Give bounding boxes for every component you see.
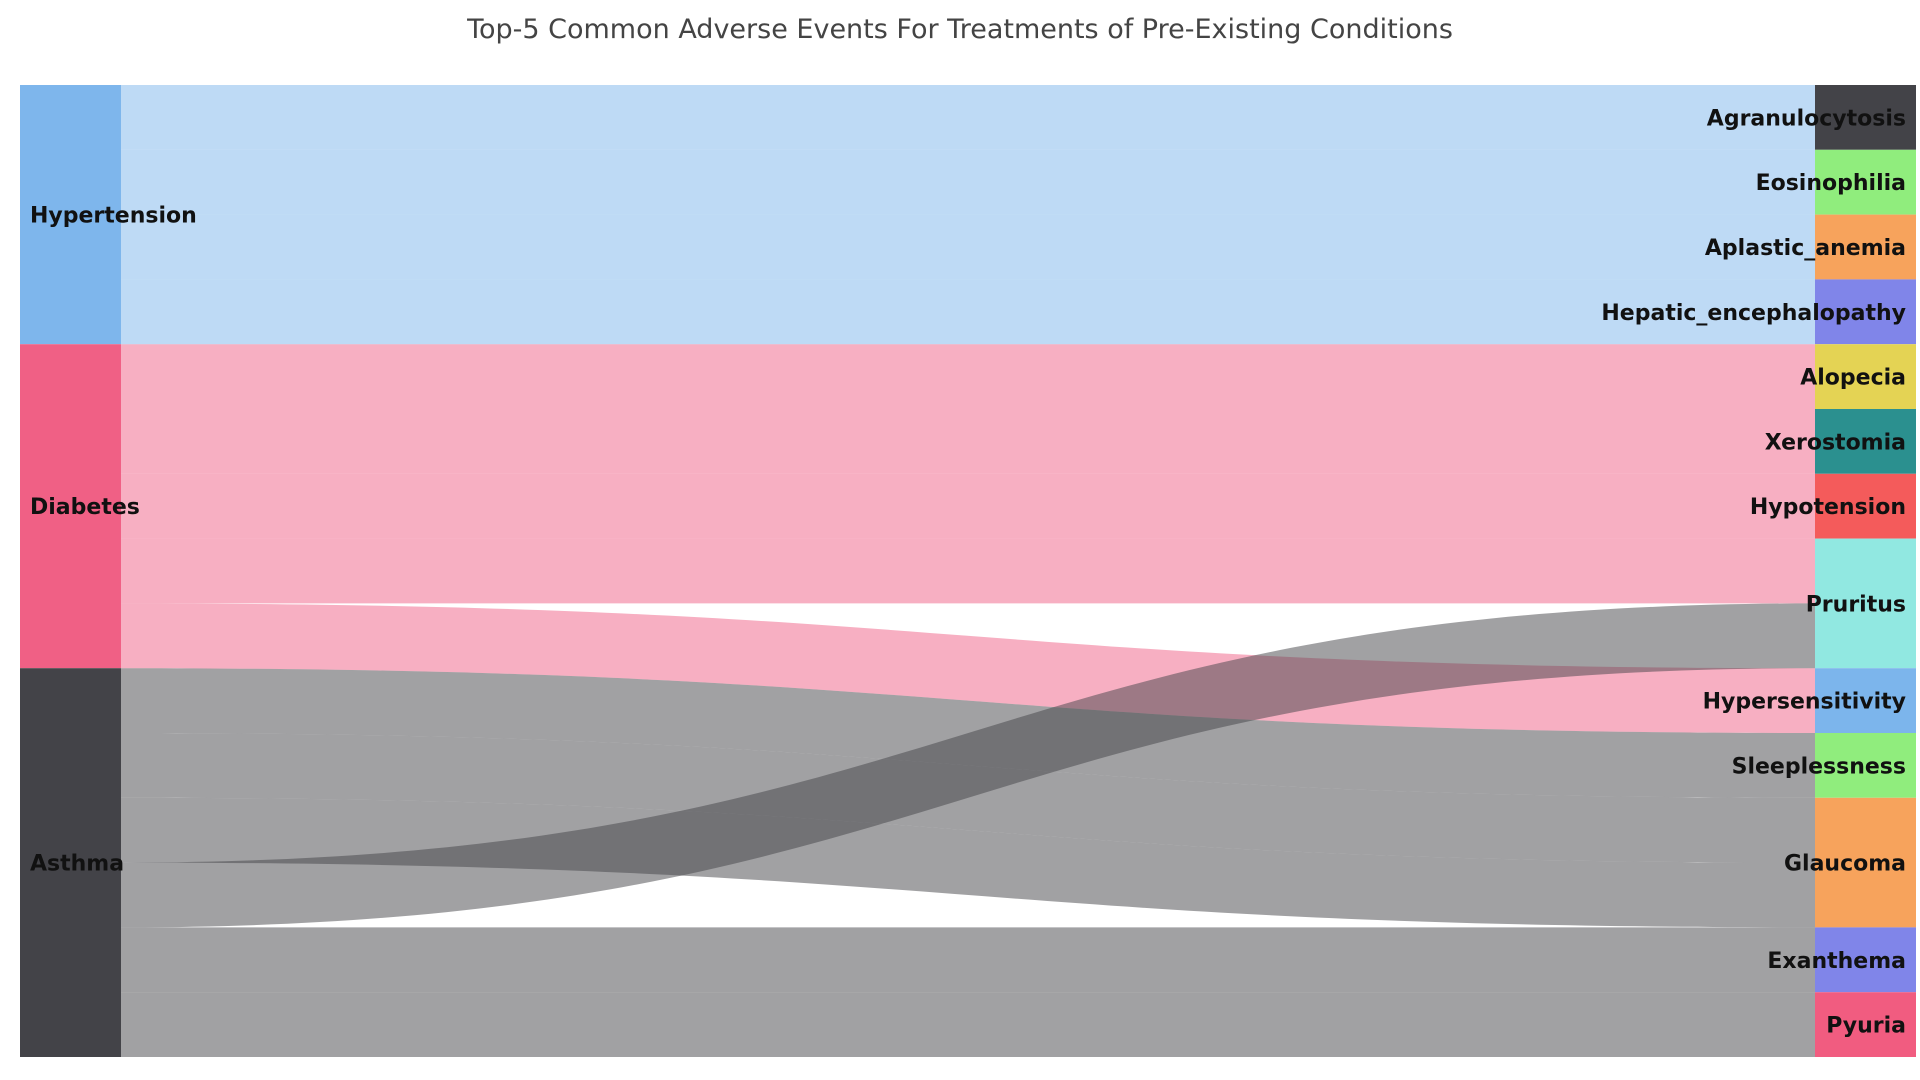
link-diabetes-alopecia[interactable] bbox=[121, 344, 1815, 409]
node-hepatic-encephalopathy[interactable] bbox=[1815, 279, 1916, 345]
node-label-hepatic-encephalopathy: Hepatic_encephalopathy bbox=[1601, 301, 1906, 326]
node-exanthema[interactable] bbox=[1815, 927, 1916, 993]
node-label-xerostomia: Xerostomia bbox=[1765, 430, 1906, 455]
chart-title: Top-5 Common Adverse Events For Treatmen… bbox=[467, 14, 1453, 45]
link-asthma-exanthema[interactable] bbox=[121, 927, 1815, 993]
node-label-agranulocytosis: Agranulocytosis bbox=[1707, 106, 1906, 131]
node-label-hypertension: Hypertension bbox=[30, 204, 197, 229]
link-hypertension-hepatic-encephalopathy[interactable] bbox=[121, 279, 1815, 345]
node-label-aplastic-anemia: Aplastic_anemia bbox=[1705, 236, 1906, 261]
node-label-hypersensitivity: Hypersensitivity bbox=[1703, 690, 1906, 715]
link-asthma-pyuria[interactable] bbox=[121, 992, 1815, 1057]
link-diabetes-hypotension[interactable] bbox=[121, 473, 1815, 539]
node-label-pyuria: Pyuria bbox=[1826, 1014, 1906, 1039]
node-glaucoma[interactable] bbox=[1815, 797, 1916, 928]
node-label-alopecia: Alopecia bbox=[1800, 366, 1906, 391]
node-label-glaucoma: Glaucoma bbox=[1784, 852, 1906, 877]
link-hypertension-eosinophilia[interactable] bbox=[121, 149, 1815, 215]
node-asthma[interactable] bbox=[20, 668, 121, 1057]
nodes-layer bbox=[20, 85, 1916, 1057]
node-label-asthma: Asthma bbox=[30, 852, 124, 877]
node-label-exanthema: Exanthema bbox=[1767, 949, 1906, 974]
node-diabetes[interactable] bbox=[20, 344, 121, 669]
node-label-sleeplessness: Sleeplessness bbox=[1732, 754, 1906, 779]
link-diabetes-xerostomia[interactable] bbox=[121, 409, 1815, 474]
link-hypertension-aplastic-anemia[interactable] bbox=[121, 214, 1815, 280]
node-eosinophilia[interactable] bbox=[1815, 149, 1916, 215]
node-label-diabetes: Diabetes bbox=[30, 495, 140, 520]
node-label-pruritus: Pruritus bbox=[1806, 592, 1906, 617]
links-layer bbox=[121, 85, 1815, 1057]
node-hypertension[interactable] bbox=[20, 85, 121, 345]
node-pyuria[interactable] bbox=[1815, 992, 1916, 1057]
link-asthma-pruritus[interactable] bbox=[121, 603, 1815, 928]
node-label-eosinophilia: Eosinophilia bbox=[1756, 171, 1906, 196]
node-hypotension[interactable] bbox=[1815, 473, 1916, 539]
node-agranulocytosis[interactable] bbox=[1815, 85, 1916, 150]
link-diabetes-pruritus[interactable] bbox=[121, 538, 1815, 604]
link-diabetes-hypersensitivity[interactable] bbox=[121, 603, 1815, 733]
node-label-hypotension: Hypotension bbox=[1750, 495, 1906, 520]
link-hypertension-agranulocytosis[interactable] bbox=[121, 85, 1815, 150]
link-asthma-glaucoma[interactable] bbox=[121, 797, 1815, 928]
node-aplastic-anemia[interactable] bbox=[1815, 214, 1916, 280]
node-xerostomia[interactable] bbox=[1815, 409, 1916, 474]
node-alopecia[interactable] bbox=[1815, 344, 1916, 409]
node-hypersensitivity[interactable] bbox=[1815, 668, 1916, 733]
node-pruritus[interactable] bbox=[1815, 538, 1916, 669]
labels-layer: Hypertension Diabetes Asthma Agranulocytosi… bbox=[30, 106, 1906, 1038]
node-sleeplessness[interactable] bbox=[1815, 733, 1916, 798]
